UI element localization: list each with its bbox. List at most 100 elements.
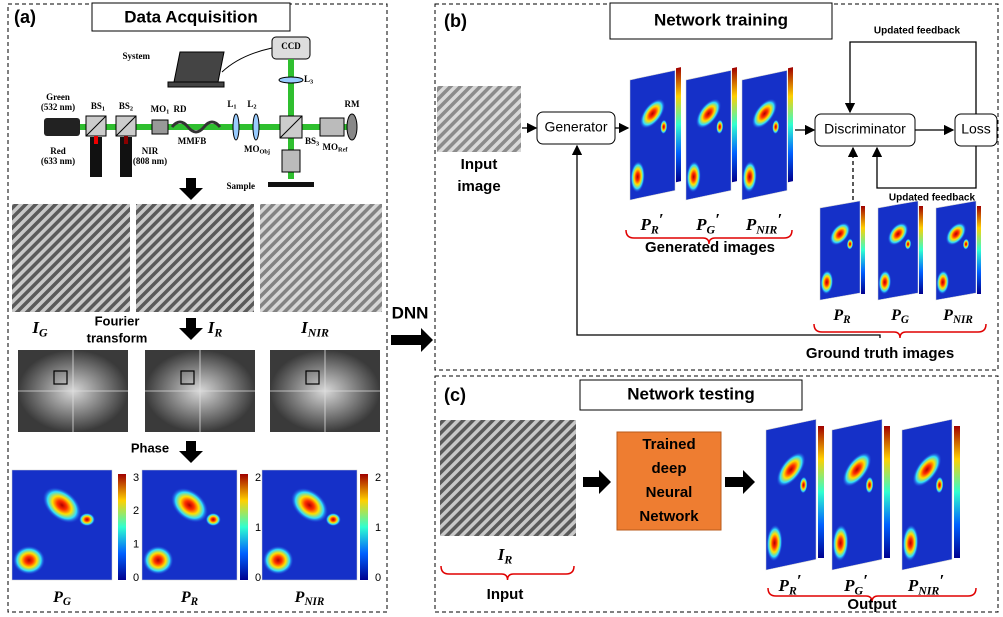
setup-label-main: MO [151, 104, 167, 114]
setup-label-main: System [123, 51, 151, 61]
input-image-label: IR [497, 545, 513, 566]
output-image [766, 419, 816, 570]
setup-label: MOObj [244, 144, 270, 156]
network-label: Neural [646, 484, 693, 501]
panel-title: Data Acquisition [124, 7, 258, 26]
generated-label-main: P [695, 215, 707, 234]
colorbar-tick: 0 [375, 572, 381, 584]
down-arrow [179, 178, 203, 200]
ground-truth-label: PNIR [942, 307, 973, 326]
ground-truth-label-sub: R [842, 314, 851, 326]
input-label: Input [487, 586, 524, 603]
setup-label: RD [174, 104, 187, 114]
fourier-label: Fourier [95, 313, 140, 328]
ground-truth-image [820, 201, 860, 300]
setup-label-main: NIR [142, 146, 159, 156]
output-label: PG′ [843, 571, 868, 597]
colorbar [240, 474, 248, 580]
colorbar [977, 206, 981, 294]
colorbar [360, 474, 368, 580]
colorbar [676, 67, 681, 182]
colorbar [118, 474, 126, 580]
setup-label-main: (808 nm) [133, 156, 167, 166]
down-arrow [179, 318, 203, 340]
ground-truth-label: PG [890, 307, 909, 326]
setup-label-main: RM [345, 99, 360, 109]
phase-map-label: PNIR [294, 589, 325, 608]
ground-truth-bracket [814, 324, 986, 338]
objective [320, 118, 344, 136]
setup-label: Sample [226, 181, 255, 191]
output-image [832, 419, 882, 570]
input-image [440, 420, 576, 536]
phase-map [142, 470, 237, 580]
setup-label-main: (633 nm) [41, 156, 75, 166]
generated-label-main: P [745, 215, 757, 234]
ground-truth-label-sub: NIR [952, 314, 973, 326]
objective [282, 150, 300, 172]
colorbar-tick: 0 [133, 572, 139, 584]
colorbar [788, 67, 793, 182]
input-image-label-sub: R [503, 552, 512, 566]
input-image [437, 86, 521, 152]
fringe-label: IR [207, 318, 223, 339]
generated-label-sup: ′ [777, 210, 782, 229]
fringe-image [136, 204, 254, 312]
setup-label-sub: 1 [166, 109, 169, 116]
ground-truth-image [878, 201, 918, 300]
phase-map-label-main: P [294, 589, 305, 606]
colorbar [732, 67, 737, 182]
generated-label: PG′ [695, 210, 720, 236]
generated-label: PNIR′ [745, 210, 782, 236]
setup-label-main: RD [174, 104, 187, 114]
setup-label: Red [50, 146, 66, 156]
setup-label-sub: Obj [260, 149, 271, 156]
phase-map-label: PG [52, 589, 71, 608]
heatmap-blob [143, 546, 173, 575]
sample-stage [268, 182, 314, 187]
ground-truth-label-main: P [832, 307, 843, 324]
generated-images-label: Generated images [645, 239, 775, 256]
colorbar-tick: 1 [255, 522, 261, 534]
setup-label-sub: 3 [316, 141, 319, 148]
setup-label-main: BS [119, 101, 130, 111]
setup-label-sub: 2 [130, 106, 133, 113]
beam-red [94, 136, 98, 144]
panel-letter: (b) [444, 11, 467, 31]
laser [44, 118, 80, 136]
input-label: Input [461, 156, 498, 173]
ground-truth-label: PR [832, 307, 851, 326]
output-label-main: P [777, 576, 789, 595]
figure: Data Acquisition(a)SystemCCDL3Green(532 … [0, 0, 1003, 617]
ground-truth-label-main: P [890, 307, 901, 324]
setup-label: Green [46, 92, 70, 102]
output-label-sup: ′ [939, 571, 944, 590]
fringe-label-sub: NIR [307, 325, 329, 339]
colorbar-tick: 2 [133, 505, 139, 517]
generated-label-sup: ′ [659, 210, 664, 229]
output-label: PR′ [777, 571, 801, 597]
setup-label: L1 [227, 99, 236, 111]
generated-label-main: P [639, 215, 651, 234]
setup-label: (532 nm) [41, 102, 75, 112]
generated-label-sub: R [650, 222, 659, 236]
output-label: PNIR′ [907, 571, 944, 597]
output-label-sup: ′ [863, 571, 868, 590]
fringe-label-sub: G [39, 325, 48, 339]
setup-label-main: Green [46, 92, 70, 102]
phase-map-label: PR [180, 589, 199, 608]
setup-label: (633 nm) [41, 156, 75, 166]
output-label-main: P [907, 576, 919, 595]
setup-label-sub: 1 [233, 104, 236, 111]
discriminator-label: Discriminator [824, 121, 906, 137]
setup-label-sub: 1 [102, 106, 105, 113]
setup-label-main: Red [50, 146, 66, 156]
colorbar [884, 426, 890, 558]
generated-label-sup: ′ [715, 210, 720, 229]
down-arrow [179, 441, 203, 463]
network-label: deep [651, 460, 686, 477]
colorbar-tick: 2 [255, 472, 261, 484]
right-arrow [725, 470, 755, 494]
setup-label: RM [345, 99, 360, 109]
input-bracket [441, 566, 574, 580]
